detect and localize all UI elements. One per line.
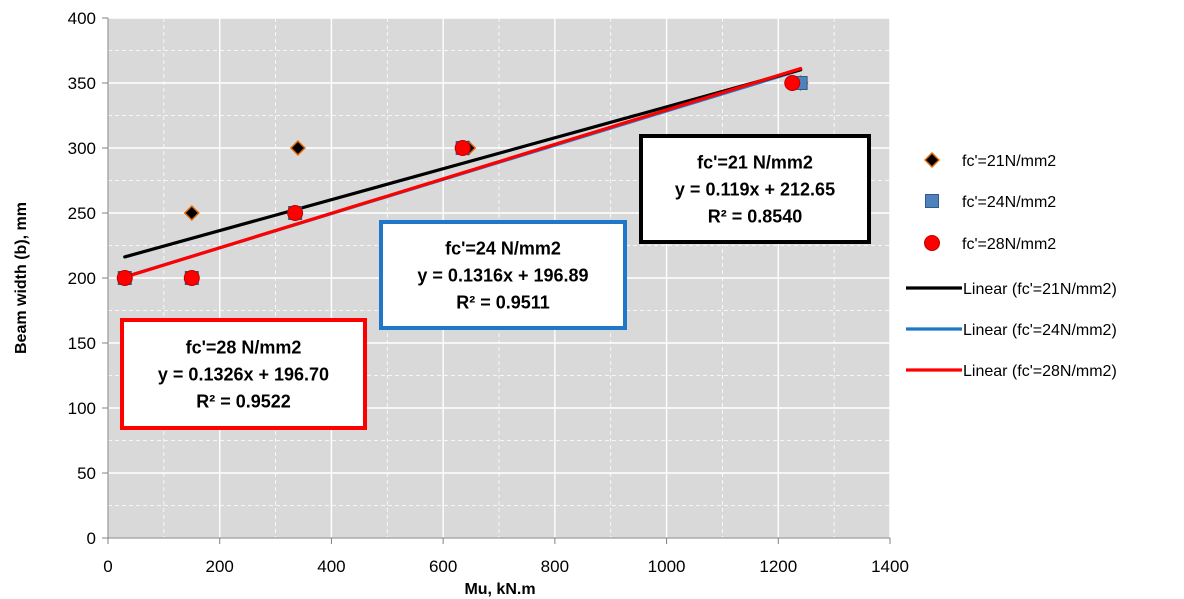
annotation-line: y = 0.119x + 212.65 (675, 180, 835, 200)
legend: fc'=21N/mm2 fc'=24N/mm2 fc'=28N/mm2 Linear … (906, 153, 1117, 380)
x-tick-labels: 0 200 400 600 800 1000 1200 1400 (103, 557, 909, 576)
y-axis-title: Beam width (b), mm (13, 202, 30, 354)
x-axis-title: Mu, kN.m (464, 581, 535, 598)
annotation-line: y = 0.1326x + 196.70 (158, 365, 329, 385)
annotation-line: y = 0.1316x + 196.89 (417, 266, 588, 286)
x-tick-label: 400 (317, 557, 345, 576)
data-point-marker (785, 76, 800, 91)
y-tick-label: 400 (68, 9, 96, 28)
annotation-line: R² = 0.8540 (708, 207, 803, 227)
y-tick-label: 250 (68, 204, 96, 223)
x-tick-label: 200 (206, 557, 234, 576)
legend-item: Linear (fc'=21N/mm2) (906, 281, 1117, 298)
legend-label: Linear (fc'=24N/mm2) (963, 322, 1117, 339)
y-tick-label: 50 (77, 464, 96, 483)
legend-item: fc'=21N/mm2 (925, 153, 1056, 170)
x-tick-label: 600 (429, 557, 457, 576)
annotation-line: R² = 0.9511 (456, 293, 550, 313)
legend-label: fc'=28N/mm2 (962, 236, 1056, 253)
x-tick-label: 0 (103, 557, 112, 576)
y-tick-label: 300 (68, 139, 96, 158)
annotation-line: R² = 0.9522 (196, 392, 291, 412)
x-tick-label: 800 (541, 557, 569, 576)
data-point-marker (184, 271, 199, 286)
legend-label: fc'=24N/mm2 (962, 194, 1056, 211)
annotation-line: fc'=28 N/mm2 (186, 338, 302, 358)
data-point-marker (925, 236, 940, 251)
data-point-marker (925, 153, 939, 167)
annotation-box: fc'=24 N/mm2 y = 0.1316x + 196.89 R² = 0.9… (381, 222, 625, 328)
annotation-box: fc'=28 N/mm2 y = 0.1326x + 196.70 R² = 0.9… (122, 320, 365, 428)
legend-label: Linear (fc'=28N/mm2) (963, 363, 1117, 380)
annotation-line: fc'=24 N/mm2 (445, 239, 561, 259)
y-tick-label: 100 (68, 399, 96, 418)
legend-label: Linear (fc'=21N/mm2) (963, 281, 1117, 298)
annotation-line: fc'=21 N/mm2 (697, 153, 813, 173)
data-point-marker (117, 271, 132, 286)
legend-item: fc'=24N/mm2 (926, 194, 1057, 211)
y-tick-label: 200 (68, 269, 96, 288)
legend-item: Linear (fc'=28N/mm2) (906, 363, 1117, 380)
annotation-box: fc'=21 N/mm2 y = 0.119x + 212.65 R² = 0.85… (641, 136, 869, 242)
y-tick-labels: 0 50 100 150 200 250 300 350 400 (68, 9, 96, 548)
data-point-marker (926, 195, 939, 208)
data-point-marker (288, 206, 303, 221)
legend-label: fc'=21N/mm2 (962, 153, 1056, 170)
y-tick-label: 150 (68, 334, 96, 353)
y-tick-label: 0 (87, 529, 96, 548)
y-tick-label: 350 (68, 74, 96, 93)
x-tick-label: 1000 (648, 557, 686, 576)
legend-item: fc'=28N/mm2 (925, 236, 1057, 254)
data-point-marker (455, 141, 470, 156)
x-tick-label: 1200 (759, 557, 797, 576)
legend-item: Linear (fc'=24N/mm2) (906, 322, 1117, 339)
x-tick-label: 1400 (871, 557, 909, 576)
